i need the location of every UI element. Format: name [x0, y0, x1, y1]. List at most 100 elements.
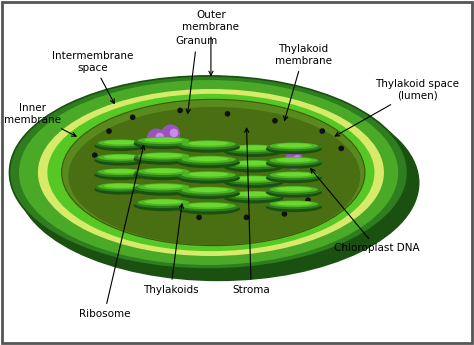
Ellipse shape	[189, 141, 228, 146]
Ellipse shape	[177, 142, 240, 153]
Ellipse shape	[94, 184, 147, 195]
Ellipse shape	[276, 143, 312, 148]
Ellipse shape	[270, 186, 318, 193]
Text: Outer
membrane: Outer membrane	[182, 10, 239, 75]
Ellipse shape	[224, 160, 283, 169]
Ellipse shape	[182, 187, 236, 194]
Ellipse shape	[62, 99, 365, 246]
Ellipse shape	[182, 156, 236, 163]
Ellipse shape	[270, 171, 318, 178]
Ellipse shape	[228, 191, 280, 198]
Ellipse shape	[284, 151, 303, 170]
Ellipse shape	[149, 204, 155, 210]
Ellipse shape	[270, 157, 318, 164]
Ellipse shape	[196, 215, 202, 220]
Ellipse shape	[145, 168, 182, 173]
Ellipse shape	[266, 202, 322, 212]
Ellipse shape	[38, 89, 384, 256]
Text: Thylakoid
membrane: Thylakoid membrane	[275, 45, 332, 120]
Ellipse shape	[182, 202, 236, 209]
Ellipse shape	[224, 145, 283, 154]
Ellipse shape	[94, 155, 147, 166]
Ellipse shape	[189, 203, 228, 208]
Ellipse shape	[189, 172, 228, 177]
Ellipse shape	[224, 193, 283, 204]
Ellipse shape	[228, 145, 280, 152]
Ellipse shape	[98, 183, 144, 190]
Text: Granum: Granum	[175, 37, 218, 113]
Ellipse shape	[98, 168, 144, 175]
Ellipse shape	[95, 183, 147, 192]
Ellipse shape	[189, 157, 228, 161]
Text: Stroma: Stroma	[232, 128, 270, 295]
Ellipse shape	[338, 146, 344, 151]
Ellipse shape	[145, 153, 182, 158]
Text: Thylakoids: Thylakoids	[143, 204, 199, 295]
Ellipse shape	[145, 138, 182, 142]
Ellipse shape	[104, 184, 138, 188]
Ellipse shape	[134, 183, 193, 193]
Ellipse shape	[178, 202, 239, 211]
Ellipse shape	[235, 176, 273, 181]
Ellipse shape	[178, 171, 239, 181]
Ellipse shape	[145, 199, 182, 204]
Ellipse shape	[266, 142, 321, 151]
Ellipse shape	[170, 129, 178, 137]
Ellipse shape	[19, 80, 398, 265]
Ellipse shape	[270, 142, 318, 149]
Ellipse shape	[235, 145, 273, 150]
Ellipse shape	[134, 154, 193, 165]
Ellipse shape	[104, 140, 138, 145]
Ellipse shape	[68, 107, 360, 245]
Ellipse shape	[266, 157, 321, 166]
Ellipse shape	[134, 137, 193, 146]
Ellipse shape	[178, 187, 239, 196]
Ellipse shape	[276, 158, 312, 162]
Ellipse shape	[95, 154, 147, 163]
Ellipse shape	[266, 200, 321, 209]
Ellipse shape	[319, 128, 325, 134]
Ellipse shape	[137, 199, 190, 206]
Ellipse shape	[134, 185, 193, 196]
Ellipse shape	[94, 170, 147, 180]
Ellipse shape	[137, 152, 190, 159]
Ellipse shape	[134, 168, 193, 177]
Ellipse shape	[244, 215, 249, 220]
Ellipse shape	[235, 192, 273, 196]
Ellipse shape	[305, 197, 311, 203]
Ellipse shape	[272, 118, 278, 124]
Ellipse shape	[178, 140, 239, 150]
Ellipse shape	[134, 200, 193, 211]
Ellipse shape	[147, 129, 166, 147]
Text: Intermembrane
space: Intermembrane space	[52, 51, 133, 104]
Text: Ribosome: Ribosome	[79, 145, 145, 319]
Ellipse shape	[270, 200, 318, 207]
Ellipse shape	[17, 85, 419, 281]
Ellipse shape	[94, 141, 147, 151]
Ellipse shape	[130, 115, 136, 120]
Ellipse shape	[178, 156, 239, 165]
Ellipse shape	[137, 137, 190, 144]
Ellipse shape	[228, 176, 280, 183]
Ellipse shape	[155, 133, 164, 141]
Ellipse shape	[177, 172, 240, 184]
Ellipse shape	[9, 76, 408, 269]
Ellipse shape	[177, 157, 240, 168]
Ellipse shape	[225, 111, 230, 117]
Ellipse shape	[177, 188, 240, 199]
Ellipse shape	[293, 155, 301, 164]
Ellipse shape	[276, 201, 312, 206]
Ellipse shape	[145, 184, 182, 189]
Ellipse shape	[224, 146, 283, 157]
Ellipse shape	[276, 187, 312, 191]
Text: Thylakoid space
(lumen): Thylakoid space (lumen)	[335, 79, 459, 136]
Ellipse shape	[134, 138, 193, 149]
Ellipse shape	[177, 204, 240, 215]
Ellipse shape	[137, 183, 190, 190]
Ellipse shape	[182, 171, 236, 178]
Ellipse shape	[224, 177, 283, 188]
Ellipse shape	[95, 168, 147, 177]
Ellipse shape	[104, 155, 138, 159]
Ellipse shape	[224, 176, 283, 185]
Ellipse shape	[47, 94, 374, 251]
